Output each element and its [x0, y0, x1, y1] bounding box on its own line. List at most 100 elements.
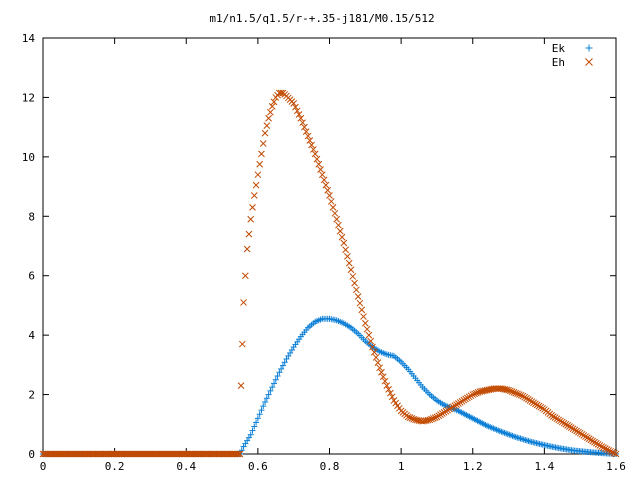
- data-point: [91, 450, 99, 458]
- data-point: [254, 171, 262, 179]
- x-tick-label: 1.2: [463, 460, 483, 473]
- data-point: [240, 299, 247, 306]
- data-point: [191, 450, 199, 458]
- data-point: [168, 450, 176, 458]
- data-point: [215, 450, 223, 458]
- data-point: [47, 450, 55, 458]
- data-point: [78, 450, 86, 458]
- data-point: [256, 411, 263, 418]
- data-point: [147, 450, 155, 458]
- data-point: [245, 230, 253, 238]
- data-point: [173, 450, 181, 458]
- legend-symbol-eh: [585, 58, 593, 66]
- data-point: [430, 414, 437, 422]
- data-point: [222, 450, 229, 458]
- data-point: [188, 450, 195, 458]
- data-point: [146, 450, 153, 458]
- data-point: [388, 393, 396, 401]
- data-point: [404, 413, 412, 421]
- data-point: [506, 387, 514, 395]
- data-point: [225, 450, 233, 458]
- data-point: [57, 450, 65, 458]
- data-point: [297, 114, 305, 122]
- data-point: [241, 272, 249, 280]
- data-point: [110, 450, 118, 458]
- data-point: [186, 450, 194, 458]
- data-point: [281, 359, 288, 366]
- data-point: [141, 450, 149, 458]
- data-point: [256, 160, 264, 168]
- data-point: [184, 450, 192, 458]
- data-point: [261, 129, 269, 137]
- data-point: [121, 450, 129, 458]
- data-point: [603, 446, 611, 453]
- data-point: [125, 450, 132, 458]
- data-point: [406, 414, 414, 421]
- data-point: [370, 348, 378, 356]
- data-point: [172, 450, 179, 458]
- data-point: [194, 450, 202, 458]
- data-point: [301, 123, 308, 131]
- data-point: [293, 107, 301, 115]
- data-point: [226, 450, 234, 458]
- data-point: [428, 415, 435, 423]
- y-tick: 6: [28, 270, 616, 283]
- data-point: [112, 450, 120, 458]
- x-tick: 0.4: [176, 38, 197, 473]
- data-point: [220, 450, 228, 458]
- data-point: [313, 155, 321, 163]
- x-tick: 1.2: [463, 38, 483, 473]
- data-point: [44, 450, 52, 458]
- data-point: [162, 450, 170, 458]
- data-point: [268, 102, 276, 110]
- series-ek: [40, 315, 619, 457]
- data-point: [361, 319, 369, 327]
- data-point: [304, 132, 312, 140]
- data-point: [353, 286, 360, 294]
- data-point: [183, 450, 191, 458]
- y-tick: 8: [28, 210, 616, 223]
- data-point: [70, 450, 78, 458]
- data-point: [247, 431, 254, 438]
- data-point: [320, 176, 328, 184]
- y-tick: 12: [22, 91, 616, 104]
- data-point: [107, 450, 115, 458]
- data-point: [598, 443, 606, 450]
- data-point: [214, 450, 221, 458]
- data-point: [408, 414, 416, 422]
- data-point: [365, 331, 373, 339]
- data-point: [469, 391, 477, 398]
- y-tick-label: 14: [22, 32, 36, 45]
- data-point: [163, 450, 171, 458]
- data-point: [259, 140, 267, 147]
- data-point: [322, 181, 330, 189]
- x-tick: 1: [398, 38, 404, 473]
- data-point: [201, 450, 208, 458]
- data-point: [178, 450, 186, 458]
- data-point: [170, 450, 178, 458]
- data-point: [181, 450, 189, 458]
- data-point: [92, 450, 100, 458]
- data-point: [138, 450, 145, 458]
- data-point: [471, 390, 478, 398]
- data-point: [88, 450, 95, 458]
- data-point: [472, 389, 480, 397]
- y-tick-label: 12: [22, 91, 35, 104]
- data-point: [207, 450, 215, 458]
- data-point: [189, 450, 197, 458]
- data-point: [347, 266, 355, 274]
- data-point: [130, 450, 137, 458]
- axis-ticks: 0 0.2 0.4 0.6 0.8 1 1.2 1.4 1.6 0 2 4 6 8 10 12 14: [22, 32, 626, 473]
- data-point: [342, 246, 349, 254]
- data-point: [324, 186, 332, 194]
- data-point: [274, 373, 281, 379]
- data-point: [379, 373, 387, 381]
- data-point: [292, 103, 299, 111]
- data-point: [217, 450, 224, 458]
- data-point: [372, 354, 380, 361]
- data-point: [363, 325, 371, 333]
- y-tick: 14: [22, 32, 616, 45]
- y-tick-label: 4: [28, 329, 35, 342]
- x-tick: 0.2: [105, 38, 125, 473]
- data-point: [139, 450, 147, 458]
